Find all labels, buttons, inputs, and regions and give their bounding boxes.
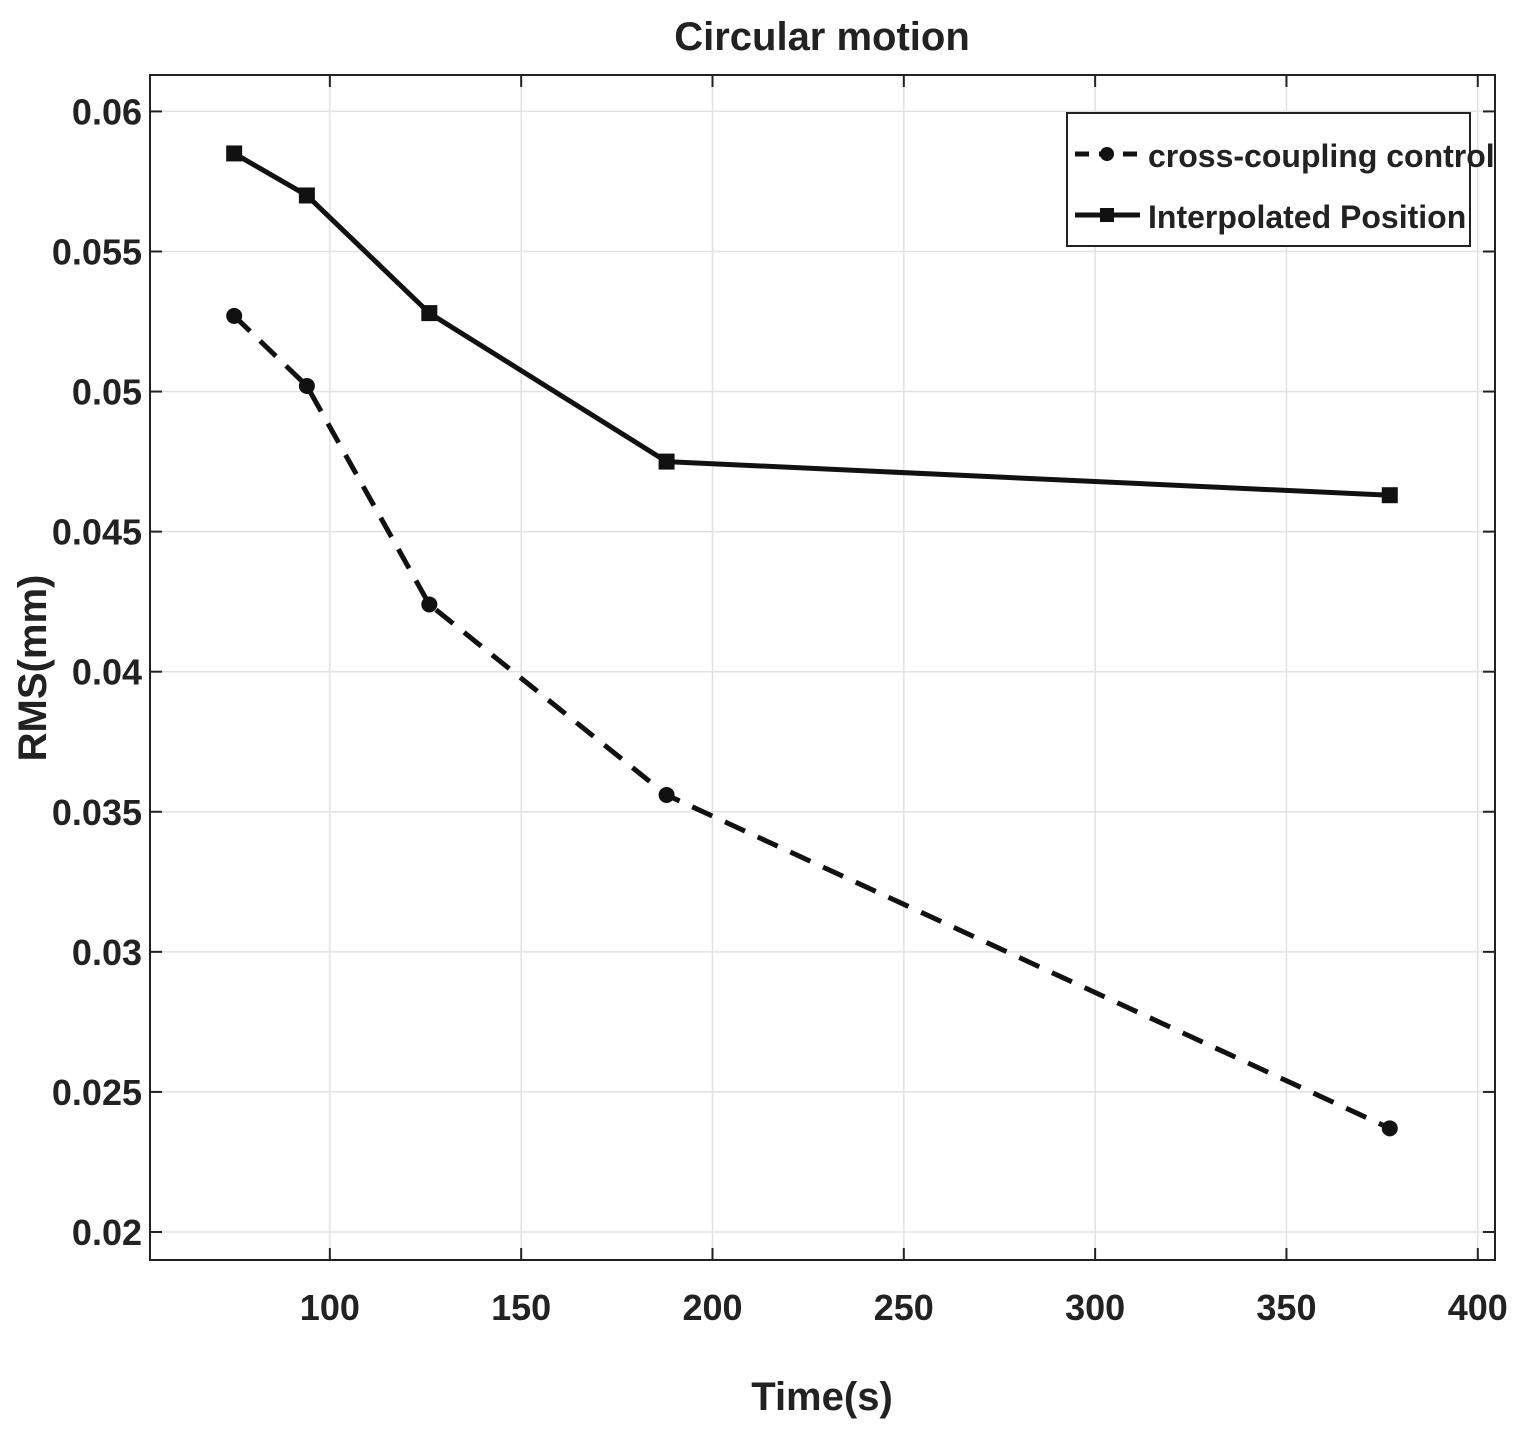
data-point-circle	[226, 307, 243, 324]
y-tick-label: 0.05	[72, 372, 142, 413]
series-layer	[226, 145, 1398, 1137]
y-tick-label: 0.06	[72, 91, 142, 132]
data-point-circle	[421, 596, 438, 613]
data-point-square	[658, 453, 675, 470]
y-tick-label: 0.04	[72, 652, 142, 693]
x-axis-label: Time(s)	[751, 1375, 893, 1419]
y-tick-label: 0.025	[52, 1072, 142, 1113]
plot-area-border	[149, 74, 1496, 1261]
y-axis-label: RMS(mm)	[11, 575, 55, 762]
x-tick-label: 350	[1256, 1287, 1316, 1328]
data-point-square	[298, 187, 315, 204]
data-point-circle	[1381, 1120, 1398, 1137]
legend-label-cross-coupling: cross-coupling control	[1148, 138, 1495, 174]
y-tick-label: 0.035	[52, 792, 142, 833]
x-tick-label: 100	[300, 1287, 360, 1328]
y-tick-label: 0.03	[72, 932, 142, 973]
data-point-square	[421, 305, 438, 322]
x-tick-label: 200	[682, 1287, 742, 1328]
legend-label-interpolated: Interpolated Position	[1148, 199, 1466, 235]
legend: cross-coupling control Interpolated Posi…	[1066, 112, 1495, 247]
legend-marker-circle	[1100, 147, 1114, 161]
legend-marker-square	[1100, 208, 1114, 222]
x-tick-label: 150	[491, 1287, 551, 1328]
axis-ticks: 100 150 200 250 300 350 400 0.02 0.025 0.03 0.035 0…	[52, 75, 1508, 1328]
series-line-cross-coupling	[232, 314, 1391, 1131]
x-tick-label: 250	[874, 1287, 934, 1328]
x-tick-label: 300	[1065, 1287, 1125, 1328]
data-point-square	[226, 145, 243, 162]
grid	[150, 75, 1495, 1260]
data-point-circle	[658, 786, 675, 803]
y-tick-label: 0.02	[72, 1212, 142, 1253]
y-tick-label: 0.045	[52, 512, 142, 553]
chart-title: Circular motion	[674, 15, 970, 59]
legend-box	[1066, 112, 1471, 247]
x-tick-label: 400	[1448, 1287, 1508, 1328]
y-tick-label: 0.055	[52, 231, 142, 272]
data-point-square	[1381, 487, 1398, 504]
data-point-circle	[298, 377, 315, 394]
